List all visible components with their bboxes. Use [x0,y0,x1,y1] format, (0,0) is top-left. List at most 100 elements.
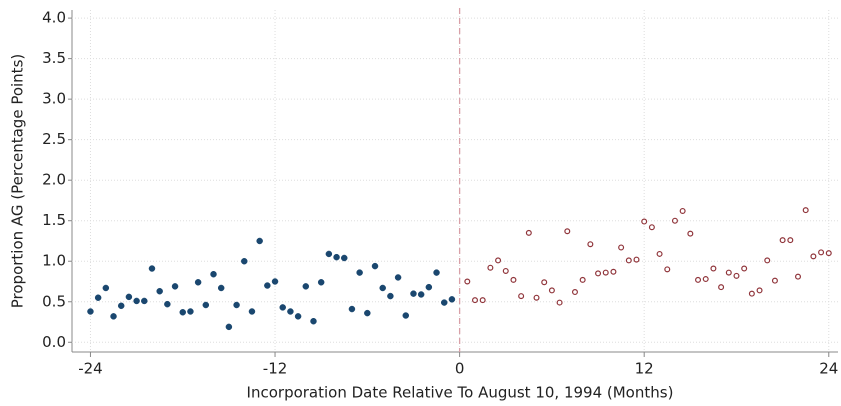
point [387,292,394,300]
point [148,265,156,272]
point [810,253,817,260]
point [125,293,133,301]
point [217,284,225,292]
point [556,299,563,306]
point [602,269,609,276]
point [164,300,171,308]
point [548,287,555,294]
point [825,250,832,257]
y-tick-label: 0.5 [42,292,66,310]
point [440,299,448,306]
point [302,283,310,290]
point [571,289,578,296]
point [587,241,594,248]
point [325,250,333,258]
y-tick-label: 3.0 [42,90,66,108]
point [487,264,494,271]
point [610,268,617,275]
point [618,244,625,251]
point [779,237,786,244]
point [225,323,233,331]
point [679,207,686,214]
point [664,266,671,273]
point [341,254,348,262]
point [579,276,586,283]
point [625,257,632,264]
point [333,253,340,261]
point [564,228,571,235]
point [764,257,771,264]
point [310,317,317,325]
y-tick-label: 1.0 [42,252,66,270]
point [641,218,648,225]
point [595,270,602,277]
point [171,283,179,290]
point [464,278,471,285]
point [448,296,456,303]
point [348,305,356,313]
point [648,224,655,231]
point [541,279,548,286]
point [379,284,386,292]
point [702,276,709,283]
point [94,294,102,301]
point [725,269,732,276]
point [248,308,256,315]
point [271,278,279,285]
point [525,229,532,236]
point [317,279,325,286]
x-tick-label: -12 [263,360,288,378]
point [417,291,425,298]
x-axis-label: Incorporation Date Relative To August 10… [247,384,674,402]
point [233,301,240,309]
point [256,237,263,245]
point [533,294,540,301]
point [795,273,802,280]
point [202,301,210,309]
point [394,274,402,281]
point [502,267,509,274]
point [133,297,140,305]
point [87,308,94,315]
point [241,257,248,265]
y-tick-label: 3.5 [42,49,66,67]
point [402,312,410,319]
point [671,217,678,224]
y-tick-label: 1.5 [42,211,66,229]
point [802,207,809,214]
point [433,269,440,276]
point [787,237,794,244]
point [156,287,163,295]
point [356,269,363,276]
point [425,283,433,291]
point [695,276,702,283]
point [279,304,286,311]
point [294,313,302,320]
point [179,309,186,316]
point [656,250,663,257]
y-tick-label: 4.0 [42,9,66,27]
y-axis-label: Proportion AG (Percentage Points) [9,54,27,308]
point [495,257,502,264]
y-tick-label: 2.0 [42,171,66,189]
y-tick-label: 0.0 [42,333,66,351]
point [718,284,725,291]
point [471,297,478,304]
point [733,272,740,279]
point [633,256,640,263]
point [287,308,294,315]
y-tick-label: 2.5 [42,130,66,148]
point [371,262,379,270]
point [110,313,117,320]
point [187,308,194,315]
x-tick-label: 12 [635,360,654,378]
point [741,265,748,272]
point [479,297,486,304]
x-tick-label: 24 [819,360,838,378]
point [410,290,417,297]
point [264,282,271,289]
point [748,290,755,297]
point [518,293,525,300]
point [117,302,125,310]
